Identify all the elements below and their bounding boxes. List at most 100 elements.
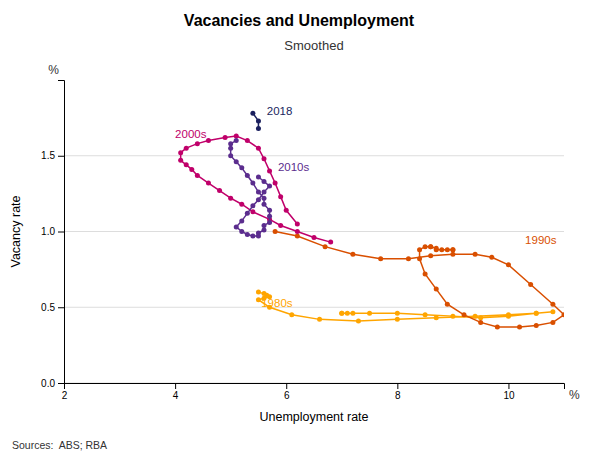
point [506, 314, 511, 319]
series-line [258, 292, 552, 321]
point [267, 208, 272, 213]
x-axis: 246810 [62, 383, 565, 401]
point [395, 311, 400, 316]
point [495, 324, 500, 329]
point [267, 168, 272, 173]
point [339, 311, 344, 316]
series-line [181, 136, 331, 242]
axis-line [65, 384, 565, 390]
point [517, 324, 522, 329]
point [256, 197, 261, 202]
tick: 0.0 [41, 378, 64, 389]
point [262, 190, 267, 195]
tick-mark [397, 383, 398, 389]
annotation: 2010s [278, 161, 310, 173]
point [278, 194, 283, 199]
point [256, 290, 261, 295]
subtitle: Smoothed [284, 38, 343, 53]
tick-label: 6 [284, 390, 290, 401]
point [428, 244, 433, 249]
point [528, 282, 533, 287]
point [267, 220, 272, 225]
annotation: 1980s [261, 297, 293, 309]
point [445, 247, 450, 252]
tick-label: 4 [173, 390, 179, 401]
point [234, 224, 239, 229]
tick-mark [58, 383, 64, 384]
tick-label: 8 [395, 390, 401, 401]
point [262, 156, 267, 161]
point [378, 256, 383, 261]
grid-line [64, 307, 564, 308]
point [462, 312, 467, 317]
point [423, 271, 428, 276]
point [262, 202, 267, 207]
tick-mark [58, 232, 64, 233]
point [256, 297, 261, 302]
source-note: Sources: ABS; RBA [12, 439, 107, 451]
annotation: % [569, 388, 580, 402]
point [534, 323, 539, 328]
point [250, 111, 255, 116]
plot-area [178, 111, 564, 330]
point [473, 314, 478, 319]
point [223, 135, 228, 140]
point [428, 253, 433, 258]
point [262, 227, 267, 232]
point [423, 244, 428, 249]
tick: 8 [395, 383, 401, 401]
point [534, 311, 539, 316]
point [450, 247, 455, 252]
point [323, 244, 328, 249]
tick-mark [58, 156, 64, 157]
point [562, 312, 565, 317]
point [206, 138, 211, 143]
point [239, 229, 244, 234]
point [267, 214, 272, 219]
point [262, 196, 267, 201]
point [256, 118, 261, 123]
point [345, 311, 350, 316]
point [256, 146, 261, 151]
point [245, 211, 250, 216]
point [328, 240, 333, 245]
point [250, 181, 255, 186]
point [284, 208, 289, 213]
tick-label: 0.5 [41, 302, 55, 313]
point [195, 173, 200, 178]
tick: 0.5 [41, 302, 64, 313]
point [478, 320, 483, 325]
point [350, 252, 355, 257]
point [228, 196, 233, 201]
point [339, 311, 344, 316]
point [184, 146, 189, 151]
point [350, 311, 355, 316]
series [273, 229, 564, 329]
point [428, 244, 433, 249]
point [245, 232, 250, 237]
point [317, 317, 322, 322]
point [450, 252, 455, 257]
tick: 10 [503, 383, 515, 401]
point [423, 312, 428, 317]
point [256, 174, 261, 179]
annotation: % [48, 63, 59, 77]
point [250, 234, 255, 239]
point [273, 229, 278, 234]
point [434, 287, 439, 292]
chart: 2468100.00.51.01.52000s20182010s1990s198… [0, 0, 598, 457]
point [434, 247, 439, 252]
axis-line [58, 81, 65, 384]
point [289, 312, 294, 317]
tick: 4 [173, 383, 179, 401]
point [406, 256, 411, 261]
series [228, 138, 272, 238]
series [250, 111, 261, 131]
x-axis-title: Unemployment rate [259, 410, 368, 424]
point [450, 247, 455, 252]
point [256, 190, 261, 195]
point [178, 150, 183, 155]
y-axis-title: Vacancy rate [9, 195, 23, 267]
point [356, 318, 361, 323]
point [550, 309, 555, 314]
